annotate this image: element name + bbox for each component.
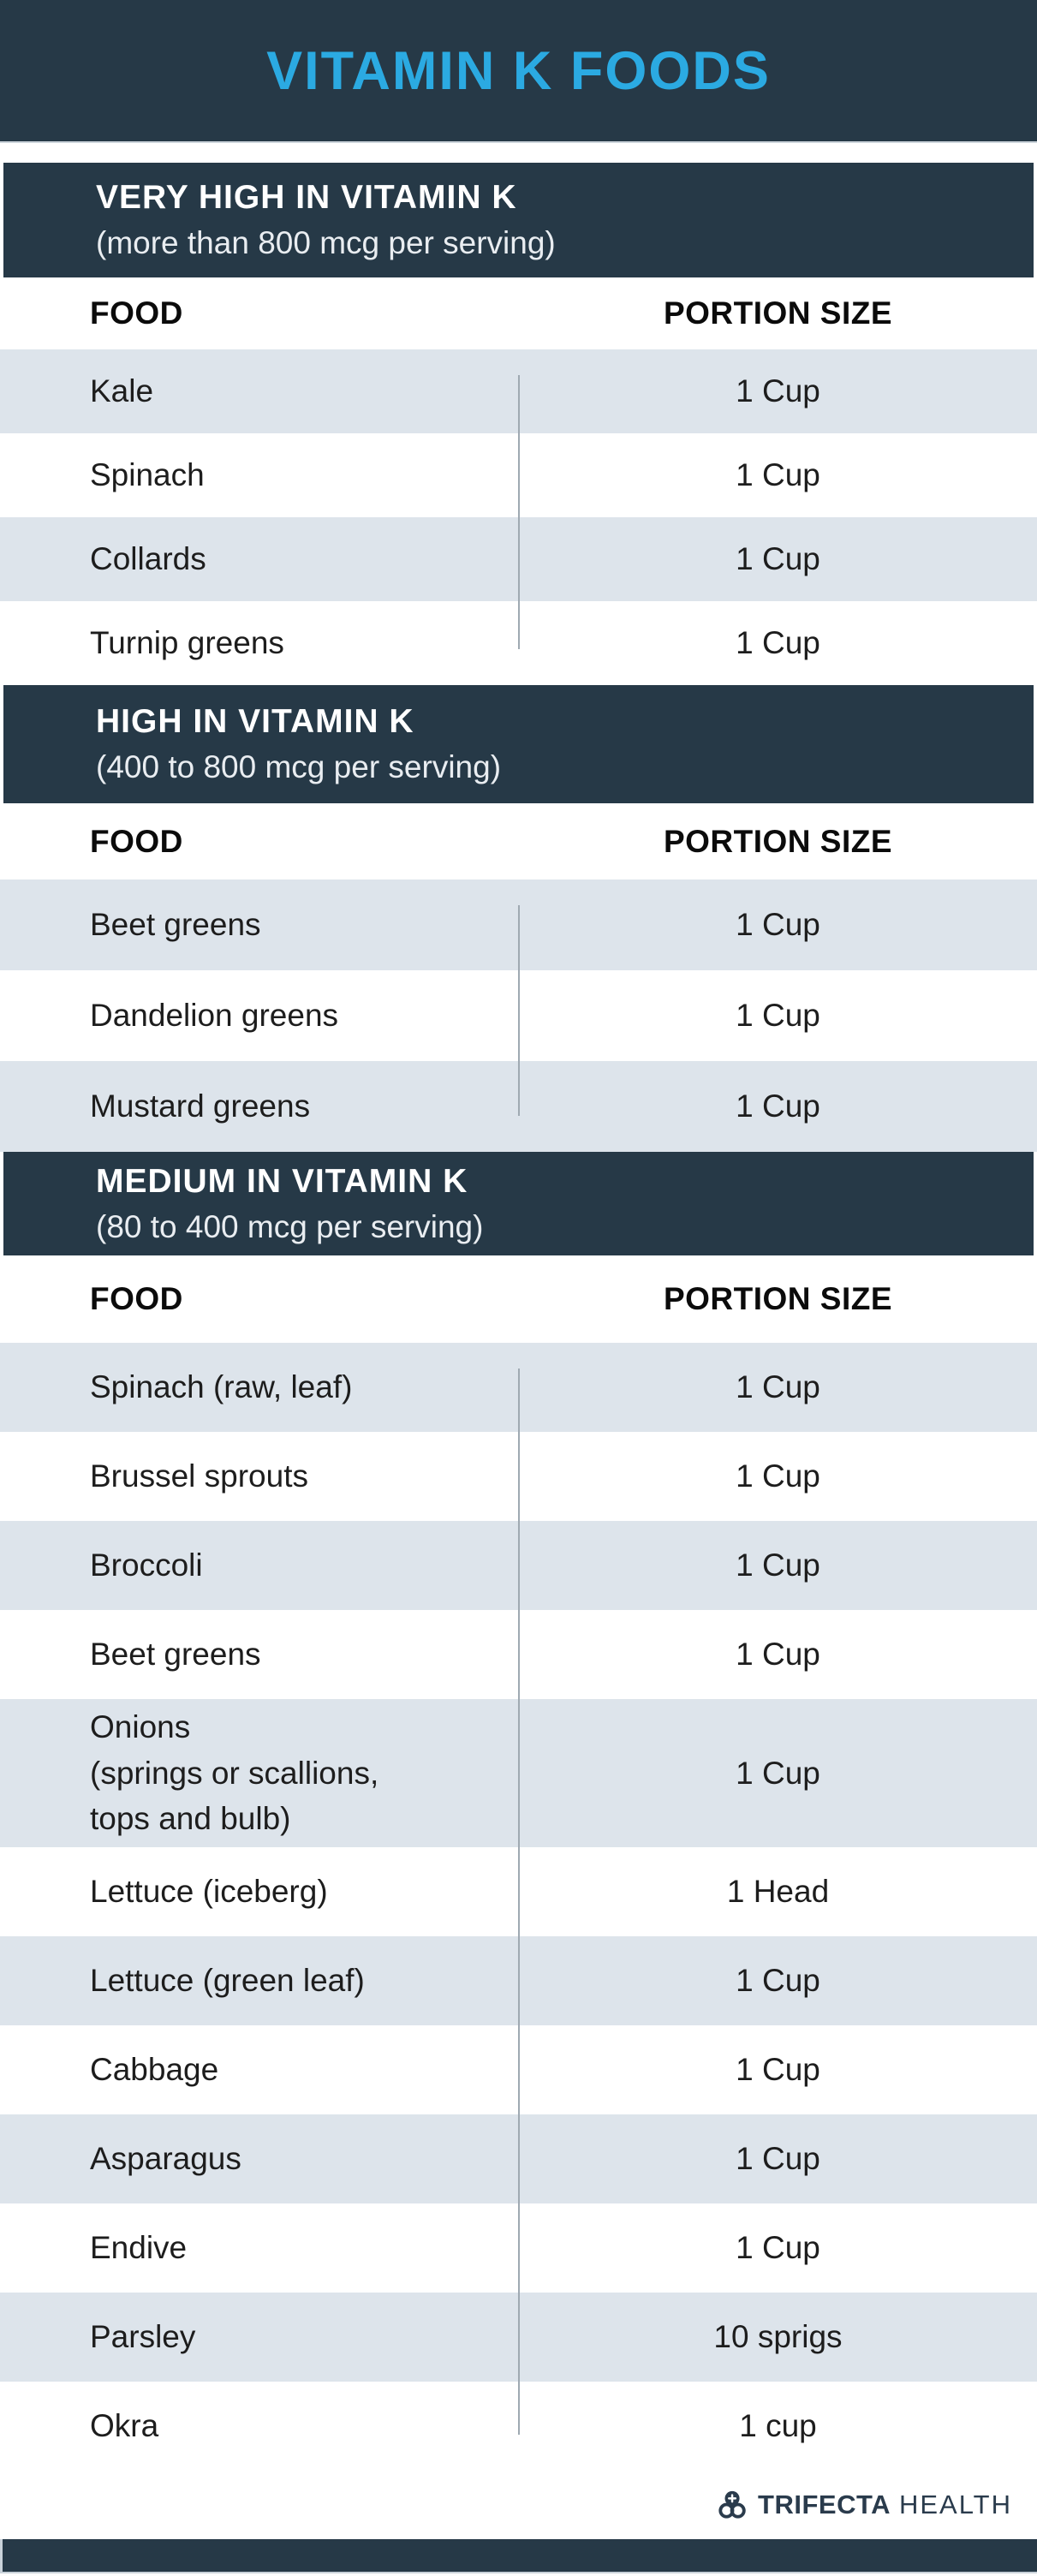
column-header-portion: PORTION SIZE bbox=[663, 295, 893, 331]
band-heading: HIGH IN VITAMIN K bbox=[96, 703, 414, 740]
table-body: Spinach (raw, leaf) 1 Cup Brussel sprout… bbox=[0, 1343, 1037, 2471]
food-cell: Parsley bbox=[90, 2319, 196, 2355]
portion-cell: 1 Cup bbox=[736, 1963, 820, 1998]
brand-text-bold: TRIFECTA bbox=[758, 2490, 891, 2519]
table-header-row: FOOD PORTION SIZE bbox=[0, 803, 1037, 880]
bottom-bar bbox=[0, 2539, 1037, 2573]
food-cell: Dandelion greens bbox=[90, 998, 339, 1034]
column-header-portion: PORTION SIZE bbox=[663, 1281, 893, 1316]
portion-cell: 1 Cup bbox=[736, 998, 820, 1033]
food-cell: Asparagus bbox=[90, 2141, 241, 2177]
food-cell: Cabbage bbox=[90, 2052, 219, 2088]
band-subtitle: (400 to 800 mcg per serving) bbox=[96, 749, 502, 784]
food-cell: Kale bbox=[90, 373, 154, 409]
table-row: Lettuce (iceberg) 1 Head bbox=[0, 1847, 1037, 1936]
table-very-high: FOOD PORTION SIZE Kale 1 Cup Spinach 1 C… bbox=[0, 277, 1037, 685]
portion-cell: 1 Cup bbox=[736, 2230, 820, 2265]
band-subtitle: (80 to 400 mcg per serving) bbox=[96, 1208, 484, 1244]
column-divider bbox=[518, 375, 520, 649]
food-cell: Broccoli bbox=[90, 1547, 203, 1583]
portion-cell: 1 Cup bbox=[736, 1755, 820, 1791]
portion-cell: 1 Cup bbox=[736, 1637, 820, 1672]
portion-cell: 1 Cup bbox=[736, 457, 820, 492]
table-row: Spinach (raw, leaf) 1 Cup bbox=[0, 1343, 1037, 1432]
portion-cell: 1 Cup bbox=[736, 1458, 820, 1494]
food-cell: Beet greens bbox=[90, 1637, 261, 1673]
portion-cell: 1 Cup bbox=[736, 907, 820, 942]
brand-logo: TRIFECTA HEALTH bbox=[717, 2489, 1012, 2521]
column-header-food: FOOD bbox=[90, 823, 183, 859]
portion-cell: 1 Cup bbox=[736, 2052, 820, 2087]
table-row: Okra 1 cup bbox=[0, 2382, 1037, 2471]
column-divider bbox=[518, 905, 520, 1116]
band-heading: VERY HIGH IN VITAMIN K bbox=[96, 179, 517, 216]
portion-cell: 10 sprigs bbox=[713, 2319, 843, 2354]
portion-cell: 1 Cup bbox=[736, 1088, 820, 1124]
table-body: Beet greens 1 Cup Dandelion greens 1 Cup… bbox=[0, 880, 1037, 1152]
portion-cell: 1 cup bbox=[739, 2408, 817, 2443]
food-cell: Mustard greens bbox=[90, 1088, 311, 1124]
table-body: Kale 1 Cup Spinach 1 Cup Collards 1 Cup … bbox=[0, 349, 1037, 685]
table-header-row: FOOD PORTION SIZE bbox=[0, 1255, 1037, 1343]
column-divider bbox=[518, 1368, 520, 2435]
portion-cell: 1 Cup bbox=[736, 2141, 820, 2176]
section-band-high: HIGH IN VITAMIN K (400 to 800 mcg per se… bbox=[3, 685, 1034, 803]
table-row: Spinach 1 Cup bbox=[0, 433, 1037, 517]
trifecta-rings-icon bbox=[717, 2489, 749, 2521]
food-cell: Endive bbox=[90, 2230, 188, 2266]
column-header-food: FOOD bbox=[90, 1281, 183, 1316]
brand-text-light: HEALTH bbox=[898, 2490, 1012, 2519]
food-cell: Onions (springs or scallions, tops and b… bbox=[90, 1709, 379, 1837]
portion-cell: 1 Cup bbox=[736, 541, 820, 576]
table-header-row: FOOD PORTION SIZE bbox=[0, 277, 1037, 349]
table-row: Dandelion greens 1 Cup bbox=[0, 970, 1037, 1061]
portion-cell: 1 Cup bbox=[736, 373, 820, 408]
food-cell: Spinach (raw, leaf) bbox=[90, 1369, 353, 1405]
portion-cell: 1 Cup bbox=[736, 625, 820, 660]
column-header-food: FOOD bbox=[90, 295, 183, 331]
food-cell: Beet greens bbox=[90, 907, 261, 943]
food-cell: Turnip greens bbox=[90, 625, 284, 661]
food-cell: Okra bbox=[90, 2408, 159, 2444]
food-cell: Spinach bbox=[90, 457, 205, 493]
food-cell: Collards bbox=[90, 541, 206, 577]
footer-logo-row: TRIFECTA HEALTH bbox=[0, 2471, 1037, 2539]
table-row: Cabbage 1 Cup bbox=[0, 2025, 1037, 2114]
top-banner: VITAMIN K FOODS bbox=[0, 0, 1037, 143]
band-subtitle: (more than 800 mcg per serving) bbox=[96, 225, 556, 260]
table-medium: FOOD PORTION SIZE Spinach (raw, leaf) 1 … bbox=[0, 1255, 1037, 2471]
food-cell: Lettuce (iceberg) bbox=[90, 1874, 328, 1910]
portion-cell: 1 Cup bbox=[736, 1369, 820, 1404]
table-row: Brussel sprouts 1 Cup bbox=[0, 1432, 1037, 1521]
food-cell: Brussel sprouts bbox=[90, 1458, 308, 1494]
band-heading: MEDIUM IN VITAMIN K bbox=[96, 1162, 468, 1200]
poster-title: VITAMIN K FOODS bbox=[266, 40, 771, 101]
section-band-medium: MEDIUM IN VITAMIN K (80 to 400 mcg per s… bbox=[3, 1152, 1034, 1255]
column-header-portion: PORTION SIZE bbox=[663, 823, 893, 859]
table-row: Beet greens 1 Cup bbox=[0, 1610, 1037, 1699]
section-band-very-high: VERY HIGH IN VITAMIN K (more than 800 mc… bbox=[3, 163, 1034, 277]
food-cell: Lettuce (green leaf) bbox=[90, 1963, 365, 1999]
portion-cell: 1 Cup bbox=[736, 1547, 820, 1583]
table-high: FOOD PORTION SIZE Beet greens 1 Cup Dand… bbox=[0, 803, 1037, 1152]
table-row: Endive 1 Cup bbox=[0, 2203, 1037, 2293]
portion-cell: 1 Head bbox=[726, 1874, 830, 1909]
table-row: Turnip greens 1 Cup bbox=[0, 601, 1037, 685]
